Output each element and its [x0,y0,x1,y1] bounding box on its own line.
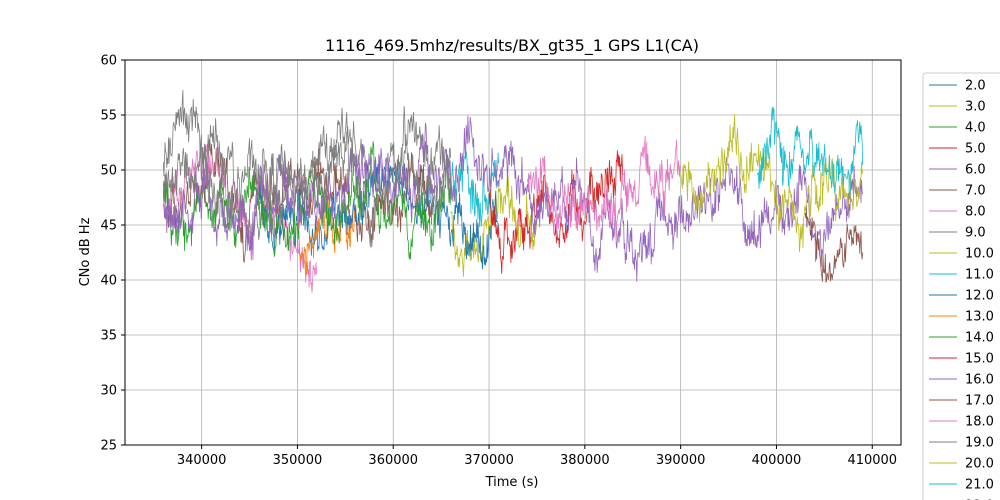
series-line-15.0 [488,150,624,274]
axis-ticks: 340000 350000 360000 370000 380000 390000 4000… [100,54,897,469]
x-tick-label: 340000 [177,453,227,468]
legend-label: 9.0 [965,226,986,241]
legend-label: 13.0 [965,310,994,325]
legend-label: 8.0 [965,205,986,220]
y-tick-label: 40 [100,274,117,289]
x-tick-label: 400000 [752,453,802,468]
legend-label: 10.0 [965,247,994,262]
plot-frame [124,59,902,446]
legend-label: 14.0 [965,331,994,346]
x-tick-label: 410000 [847,453,897,468]
series-lines [162,90,864,293]
grid [125,59,901,446]
y-tick-label: 50 [100,164,117,179]
y-tick-label: 30 [100,384,117,399]
y-tick-label: 55 [100,109,117,124]
x-tick-label: 360000 [368,453,418,468]
legend-label: 19.0 [965,436,994,451]
series-line-20.0 [680,114,864,253]
chart-title: 1116_469.5mhz/results/BX_gt35_1 GPS L1(C… [325,36,699,56]
legend-label: 12.0 [965,289,994,304]
legend-label: 22.0 [965,499,994,500]
legend-box [922,72,1000,500]
x-tick-label: 380000 [560,453,610,468]
legend-label: 18.0 [965,415,994,430]
legend-label: 2.0 [965,79,986,94]
legend-label: 4.0 [965,121,986,136]
legend-label: 16.0 [965,373,994,388]
legend-label: 6.0 [965,163,986,178]
legend-label: 15.0 [965,352,994,367]
legend-label: 3.0 [965,100,986,115]
legend-label: 20.0 [965,457,994,472]
series-line-17.0 [804,204,864,283]
y-tick-label: 60 [100,54,117,69]
legend-label: 5.0 [965,142,986,157]
series-line-21.0 [756,106,864,200]
legend-label: 11.0 [965,268,994,283]
y-tick-label: 35 [100,329,117,344]
legend: 2.0 3.0 4.0 5.0 6.0 7.0 8.0 9.0 10.0 11.0 12.0 13.0… [922,72,1000,500]
series-line-16.0 [162,115,864,282]
legend-label: 21.0 [965,478,994,493]
legend-label: 7.0 [965,184,986,199]
x-tick-label: 390000 [656,453,706,468]
x-tick-label: 370000 [464,453,514,468]
series-line-19.0 [162,131,452,248]
x-tick-label: 350000 [273,453,323,468]
y-tick-label: 25 [100,439,117,454]
legend-label: 17.0 [965,394,994,409]
y-tick-label: 45 [100,219,117,234]
y-axis-label: CNo dB Hz [78,217,93,286]
x-axis-label: Time (s) [485,475,539,490]
series-line-18.0 [527,135,681,238]
